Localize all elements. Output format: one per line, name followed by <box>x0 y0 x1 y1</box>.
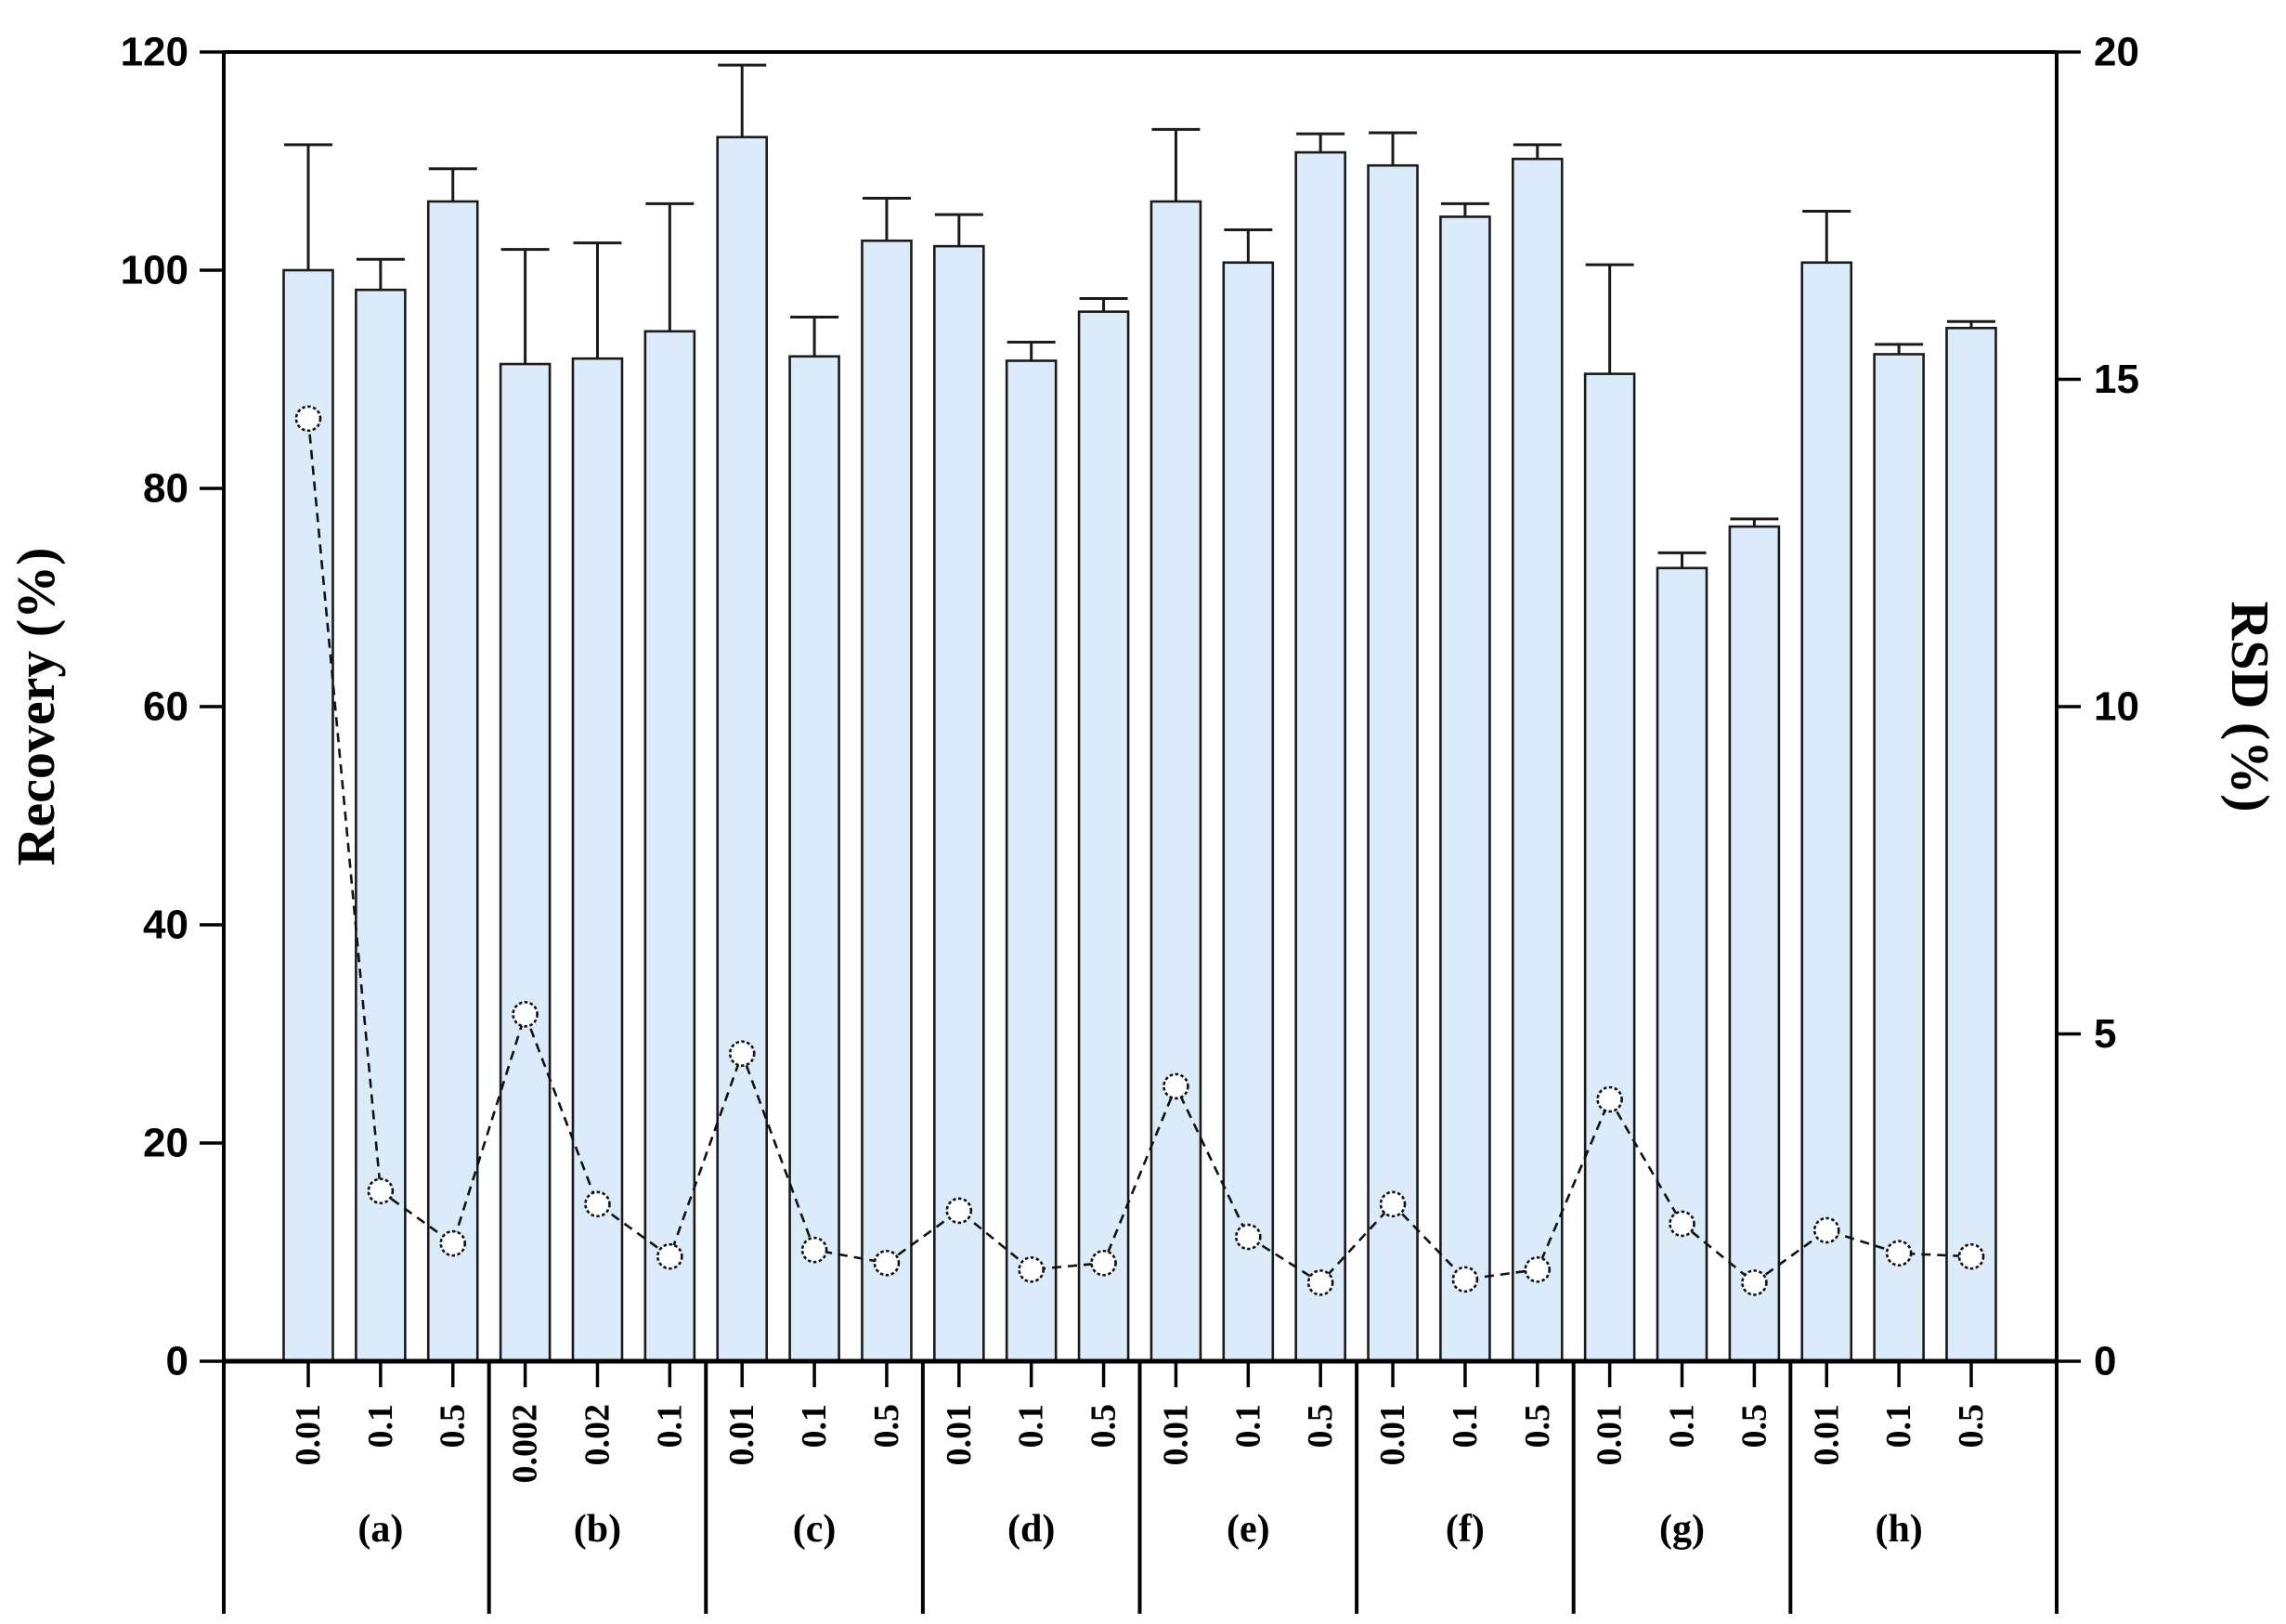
recovery-bar <box>716 136 769 1363</box>
x-category-label: 0.1 <box>361 1404 400 1449</box>
x-category-label: 0.1 <box>1879 1404 1918 1449</box>
rsd-marker <box>873 1249 901 1277</box>
x-category-label: 0.01 <box>1373 1404 1412 1466</box>
recovery-bar <box>1511 157 1564 1363</box>
rsd-marker <box>367 1177 395 1204</box>
x-category-label: 0.1 <box>1446 1404 1485 1449</box>
x-category-label: 0.01 <box>1807 1404 1846 1466</box>
rsd-marker <box>1235 1223 1262 1251</box>
x-category-label: 0.002 <box>506 1404 545 1484</box>
rsd-marker <box>1306 1269 1334 1296</box>
recovery-bar <box>1873 353 1925 1363</box>
x-category-label: 0.01 <box>1156 1404 1195 1466</box>
left-tick-label: 0 <box>166 1339 188 1384</box>
rsd-marker <box>512 1001 539 1028</box>
rsd-marker <box>1379 1190 1407 1218</box>
rsd-marker <box>800 1236 828 1264</box>
recovery-bar <box>1149 200 1202 1363</box>
recovery-bar <box>1800 261 1853 1363</box>
x-category-label: 0.01 <box>1591 1404 1630 1466</box>
recovery-bar <box>1439 215 1491 1363</box>
rsd-line <box>306 418 1972 1285</box>
right-tick-label: 15 <box>2094 357 2139 402</box>
group-label: (c) <box>793 1508 837 1551</box>
left-tick-label: 80 <box>143 466 188 512</box>
x-category-label: 0.1 <box>1228 1404 1267 1449</box>
rsd-marker <box>439 1229 467 1257</box>
recovery-bar <box>499 362 552 1363</box>
recovery-bar <box>1222 261 1275 1363</box>
rsd-marker <box>1741 1269 1768 1296</box>
x-category-label: 0.5 <box>1085 1404 1124 1449</box>
left-tick-label: 20 <box>143 1121 188 1166</box>
group-label: (f) <box>1446 1508 1485 1551</box>
rsd-marker <box>656 1242 683 1270</box>
left-tick-label: 100 <box>121 248 188 293</box>
right-axis-title: RSD (%) <box>2220 601 2280 812</box>
recovery-bar <box>1005 359 1058 1363</box>
recovery-bar <box>933 244 985 1363</box>
x-category-label: 0.1 <box>1012 1404 1051 1449</box>
axes-frame-layer <box>200 50 2081 1614</box>
rsd-marker <box>1451 1266 1479 1293</box>
recovery-bar <box>1294 150 1346 1363</box>
x-category-label: 0.1 <box>1663 1404 1702 1449</box>
tick-labels-layer: 0 20 40 60 80 100 120 0 5 10 15 20 0.01 0.1 0.5 (a) 0.00… <box>121 30 2139 1552</box>
x-category-label: 0.02 <box>578 1404 617 1466</box>
rsd-marker <box>1524 1256 1552 1283</box>
recovery-bar <box>1728 525 1781 1363</box>
x-category-label: 0.1 <box>650 1404 689 1449</box>
group-label: (b) <box>574 1508 621 1551</box>
x-category-label: 0.5 <box>1301 1404 1340 1449</box>
recovery-bar <box>1367 163 1419 1363</box>
rsd-marker <box>1885 1240 1913 1267</box>
recovery-bar <box>1945 326 1997 1363</box>
left-tick-label: 40 <box>143 903 188 948</box>
rsd-marker <box>1596 1085 1623 1113</box>
rsd-marker <box>1162 1072 1189 1100</box>
x-category-label: 0.1 <box>795 1404 834 1449</box>
rsd-line-layer <box>294 405 1985 1296</box>
rsd-marker <box>1957 1242 1985 1270</box>
right-tick-label: 5 <box>2094 1011 2116 1057</box>
recovery-bar <box>861 239 913 1363</box>
left-tick-label: 60 <box>143 684 188 730</box>
recovery-bar <box>1583 372 1636 1363</box>
error-bars-layer <box>284 63 1995 568</box>
recovery-bar <box>282 268 334 1363</box>
rsd-marker <box>1018 1256 1045 1283</box>
group-label: (a) <box>357 1508 403 1551</box>
group-label: (e) <box>1227 1508 1270 1551</box>
recovery-bar <box>788 355 840 1363</box>
group-label: (g) <box>1659 1508 1705 1551</box>
left-axis-title: Recovery (%) <box>6 548 66 866</box>
group-label: (d) <box>1007 1508 1055 1551</box>
rsd-marker <box>294 405 322 433</box>
right-tick-label: 20 <box>2094 30 2139 75</box>
x-category-label: 0.5 <box>1734 1404 1773 1449</box>
rsd-marker <box>945 1197 973 1225</box>
rsd-marker <box>1812 1216 1840 1244</box>
x-category-label: 0.01 <box>940 1404 979 1466</box>
recovery-bar <box>1656 566 1708 1363</box>
right-tick-label: 0 <box>2094 1339 2116 1384</box>
x-category-label: 0.01 <box>289 1404 328 1466</box>
x-category-label: 0.5 <box>434 1404 473 1449</box>
x-category-label: 0.01 <box>722 1404 761 1466</box>
x-category-label: 0.5 <box>867 1404 906 1449</box>
recovery-bar <box>1077 310 1130 1363</box>
rsd-marker <box>728 1040 756 1067</box>
rsd-marker <box>584 1190 611 1218</box>
recovery-bar <box>643 330 696 1363</box>
group-label: (h) <box>1875 1508 1922 1551</box>
right-tick-label: 10 <box>2094 684 2139 730</box>
rsd-marker <box>1090 1249 1117 1277</box>
rsd-marker <box>1669 1210 1695 1238</box>
x-category-label: 0.5 <box>1952 1404 1991 1449</box>
left-tick-label: 120 <box>121 30 188 75</box>
x-category-label: 0.5 <box>1518 1404 1557 1449</box>
